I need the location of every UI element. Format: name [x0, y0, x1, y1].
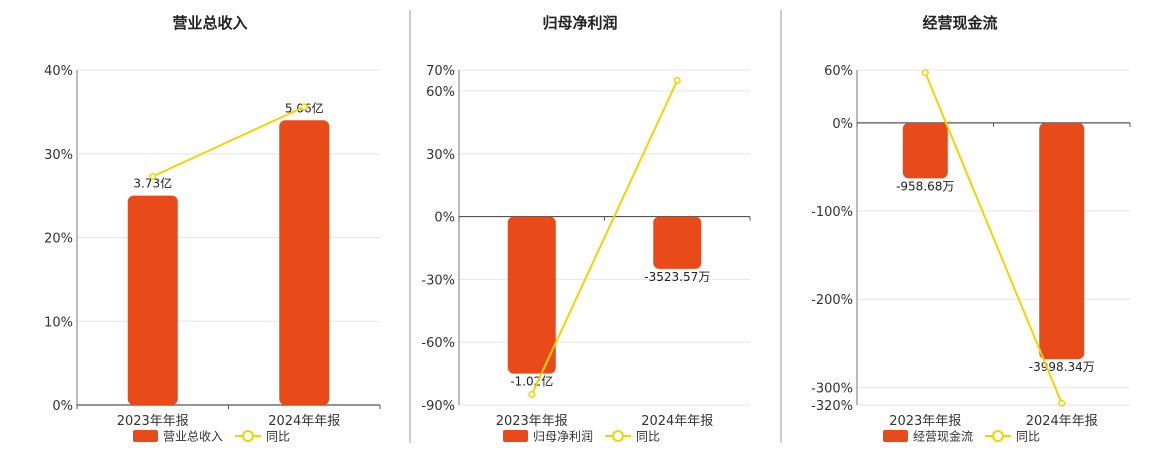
- x-tick-label: 2024年年报: [1026, 414, 1098, 429]
- chart-3: 经营现金流 -320% -300% -200% -100% 0% 60% 2023年年报 202…: [811, 14, 1131, 444]
- bar-data-label: -3998.34万: [1029, 360, 1095, 374]
- y-tick-label: -90%: [421, 399, 455, 414]
- yoy-point: [300, 103, 308, 111]
- bar-data-label: -3523.57万: [644, 270, 710, 284]
- chart-title: 营业总收入: [172, 14, 247, 32]
- y-tick-label: -200%: [811, 293, 853, 308]
- yoy-point: [1058, 399, 1066, 407]
- y-tick-label: 60%: [824, 64, 853, 79]
- bar-data-label: -958.68万: [896, 179, 954, 193]
- y-tick-label: 0%: [832, 117, 853, 132]
- chart-title: 归母净利润: [542, 14, 617, 32]
- x-tick-label: 2023年年报: [117, 414, 189, 429]
- x-tick-label: 2023年年报: [496, 414, 568, 429]
- legend-line-marker: [612, 430, 624, 442]
- legend-bar-swatch: [883, 430, 908, 442]
- yoy-line: [924, 72, 1063, 404]
- legend: 营业总收入 同比: [133, 430, 290, 444]
- y-tick-label: 30%: [426, 148, 455, 163]
- legend: 归母净利润 同比: [503, 430, 660, 444]
- bar: [653, 216, 702, 269]
- chart-title: 经营现金流: [922, 14, 997, 32]
- yoy-point: [673, 76, 681, 85]
- y-tick-label: -30%: [421, 273, 455, 288]
- bar: [279, 120, 330, 405]
- y-tick-label: 20%: [44, 232, 73, 247]
- legend-line-marker: [992, 430, 1004, 442]
- x-tick-label: 2023年年报: [889, 414, 961, 429]
- y-tick-label: -320%: [811, 399, 853, 414]
- y-tick-label: 30%: [44, 148, 73, 163]
- yoy-point: [528, 390, 536, 399]
- yoy-point: [921, 69, 929, 77]
- legend-bar-swatch: [133, 430, 158, 442]
- legend-line-label: 同比: [266, 430, 290, 444]
- yoy-point: [149, 172, 157, 180]
- y-tick-label: 70%: [426, 64, 455, 79]
- yoy-line: [530, 80, 679, 395]
- legend: 经营现金流 同比: [883, 429, 1040, 444]
- bar-data-label: 3.73亿: [133, 176, 172, 191]
- x-tick-label: 2024年年报: [641, 414, 713, 429]
- legend-line-label: 同比: [1016, 430, 1040, 444]
- legend-line-label: 同比: [636, 430, 660, 444]
- legend-bar-label: 归母净利润: [533, 430, 593, 444]
- legend-line-marker: [242, 430, 254, 442]
- y-tick-label: 40%: [44, 64, 73, 79]
- y-tick-label: 0%: [52, 399, 73, 414]
- bar: [507, 216, 556, 374]
- yoy-line: [152, 105, 305, 178]
- bar-data-label: -1.02亿: [510, 374, 553, 389]
- legend-bar-label: 营业总收入: [163, 430, 223, 444]
- legend-bar-swatch: [503, 430, 528, 442]
- bar: [1039, 122, 1085, 360]
- y-tick-label: 60%: [426, 85, 455, 100]
- legend-bar-label: 经营现金流: [913, 429, 973, 444]
- bar: [127, 195, 178, 405]
- y-tick-label: -60%: [421, 336, 455, 351]
- y-tick-label: -300%: [811, 381, 853, 396]
- y-tick-label: -100%: [811, 205, 853, 220]
- chart-1: 营业总收入0%10%20%30%40%2023年年报2024年年报3.73亿5.…: [44, 14, 381, 444]
- chart-2: 归母净利润 -90% -60% -30% 0% 30% 60% 70% 2023年年报 2024年…: [421, 14, 751, 444]
- bar: [902, 122, 948, 179]
- x-tick-label: 2024年年报: [268, 414, 340, 429]
- y-tick-label: 10%: [44, 315, 73, 330]
- y-tick-label: 0%: [434, 211, 455, 226]
